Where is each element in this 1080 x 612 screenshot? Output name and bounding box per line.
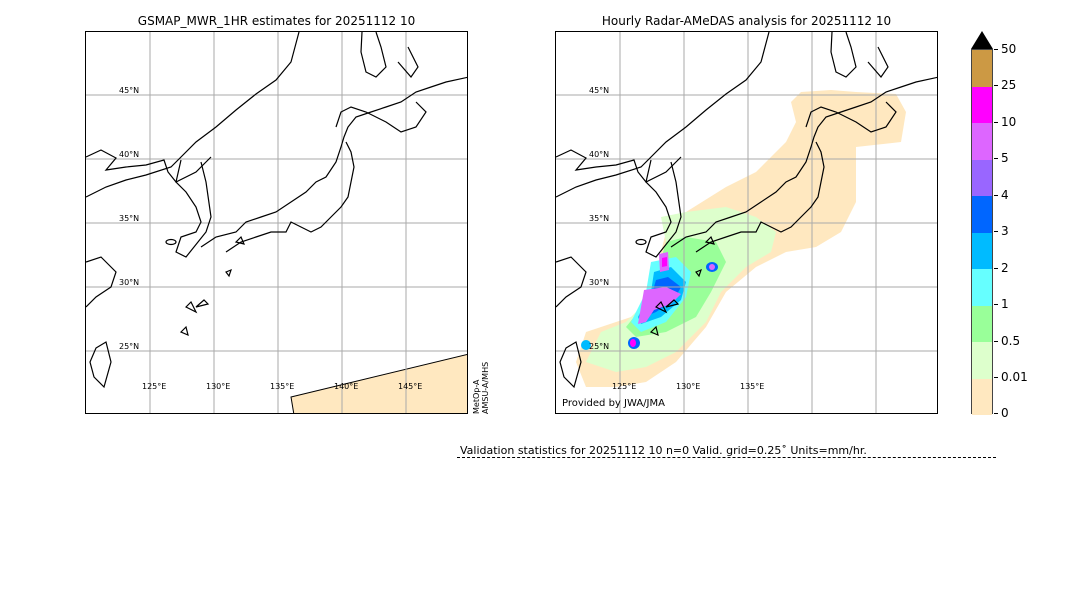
lat-label-40: 40°N [119, 150, 140, 159]
colorbar-tick [994, 304, 998, 305]
colorbar-label-5: 5 [1001, 151, 1009, 165]
colorbar-seg-1-2 [972, 269, 992, 306]
colorbar-tick [994, 377, 998, 378]
lon-label-125: 125°E [142, 382, 167, 391]
lat-label-35: 35°N [119, 214, 140, 223]
colorbar-seg-3-4 [972, 196, 992, 233]
colorbar-seg-5-10 [972, 123, 992, 160]
colorbar-label-0: 0 [1001, 406, 1009, 420]
left-map-title: GSMAP_MWR_1HR estimates for 20251112 10 [137, 14, 416, 28]
validation-statistics: Validation statistics for 20251112 10 n=… [460, 444, 867, 457]
colorbar-tick [994, 85, 998, 86]
lon-label-135: 135°E [270, 382, 295, 391]
colorbar-tick [994, 49, 998, 50]
colorbar-seg-0.5-1 [972, 305, 992, 342]
lon-label-135: 135°E [740, 382, 765, 391]
left-map-canvas [86, 32, 467, 413]
lat-label-25: 25°N [119, 342, 140, 351]
colorbar-label-1: 1 [1001, 297, 1009, 311]
right-map-title: Hourly Radar-AMeDAS analysis for 2025111… [601, 14, 892, 28]
colorbar-tick [994, 268, 998, 269]
colorbar-label-25: 25 [1001, 78, 1017, 92]
satellite-label: MetOp-A AMSU-A/MHS [472, 362, 490, 414]
lat-label-45: 45°N [119, 86, 140, 95]
colorbar-tick [994, 341, 998, 342]
lat-label-40: 40°N [589, 150, 610, 159]
lat-label-30: 30°N [589, 278, 610, 287]
colorbar-label-4: 4 [1001, 188, 1009, 202]
colorbar-tick [994, 122, 998, 123]
colorbar-label-3: 3 [1001, 224, 1009, 238]
colorbar-tick [994, 195, 998, 196]
lat-label-45: 45°N [589, 86, 610, 95]
colorbar-seg-0.01-0.5 [972, 342, 992, 379]
left-map-gsmap: 45°N 40°N 35°N 30°N 25°N 125°E 130°E 135… [85, 31, 468, 414]
colorbar-label-10: 10 [1001, 115, 1017, 129]
lon-label-145: 145°E [398, 382, 423, 391]
colorbar [971, 49, 993, 415]
right-map-canvas [556, 32, 937, 413]
lat-label-25: 25°N [589, 342, 610, 351]
lat-label-30: 30°N [119, 278, 140, 287]
satellite-label-line1: MetOp-A [472, 379, 481, 414]
colorbar-label-2: 2 [1001, 261, 1009, 275]
lon-label-140: 140°E [334, 382, 359, 391]
validation-divider [457, 457, 996, 458]
gridlines [86, 32, 467, 413]
gridlines [556, 32, 937, 413]
lon-label-130: 130°E [206, 382, 231, 391]
swath-coverage [290, 353, 467, 413]
colorbar-extend-arrow [971, 31, 993, 49]
right-map-radar-amedas: 45°N 40°N 35°N 30°N 25°N 125°E 130°E 135… [555, 31, 938, 414]
lon-label-130: 130°E [676, 382, 701, 391]
colorbar-tick [994, 413, 998, 414]
colorbar-label-0.5: 0.5 [1001, 334, 1021, 348]
colorbar-seg-25-50 [972, 50, 992, 87]
colorbar-tick [994, 158, 998, 159]
coastlines [556, 32, 937, 389]
colorbar-seg-0-0.01 [972, 378, 992, 415]
colorbar-label-0.01: 0.01 [1001, 370, 1028, 384]
colorbar-tick [994, 231, 998, 232]
colorbar-seg-10-25 [972, 86, 992, 123]
coastlines [86, 32, 467, 389]
data-credit: Provided by JWA/JMA [562, 398, 665, 409]
colorbar-label-50: 50 [1001, 42, 1017, 56]
colorbar-seg-4-5 [972, 159, 992, 196]
colorbar-seg-2-3 [972, 232, 992, 269]
lon-label-125: 125°E [612, 382, 637, 391]
satellite-label-line2: AMSU-A/MHS [481, 361, 490, 414]
lat-label-35: 35°N [589, 214, 610, 223]
